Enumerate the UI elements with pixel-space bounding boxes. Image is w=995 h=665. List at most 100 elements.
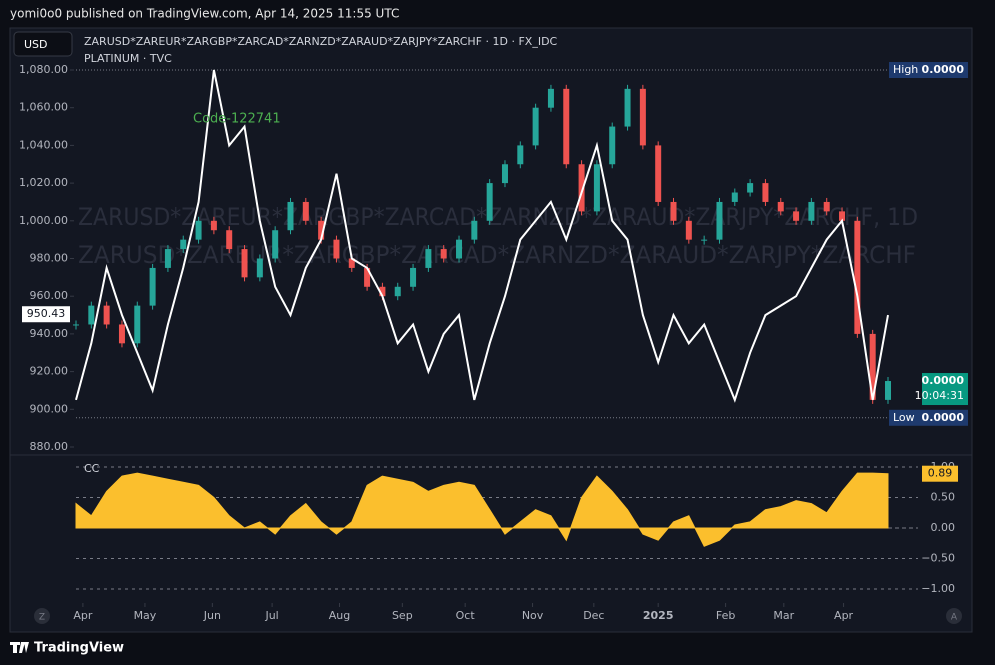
x-tick-label: Sep: [392, 609, 413, 622]
high-name: High: [893, 63, 918, 76]
x-tick-label: Feb: [716, 609, 735, 622]
last-label: 0.0000: [922, 374, 965, 387]
crosshair-badge: [22, 306, 70, 323]
currency-button[interactable]: [13, 31, 73, 57]
x-tick-label: May: [134, 609, 157, 622]
high-label: 0.0000: [922, 63, 965, 76]
candle: [885, 381, 891, 400]
candle: [195, 220, 202, 240]
legend-series: PLATINUM · TVC: [84, 52, 172, 65]
candle: [486, 183, 493, 221]
y-tick-label: 1,040.00: [19, 138, 68, 151]
high-badge: [889, 62, 968, 78]
annotation: Code-122741: [193, 112, 281, 127]
candle: [547, 88, 554, 108]
candle: [777, 201, 784, 212]
x-tick-label: Aug: [329, 609, 350, 622]
candle: [532, 107, 539, 146]
candle: [210, 220, 217, 231]
candle: [793, 211, 800, 221]
a-button[interactable]: [946, 608, 962, 624]
y-tick-label: 0.00: [931, 521, 956, 534]
x-tick-label: Oct: [456, 609, 476, 622]
a-label: A: [951, 613, 958, 623]
candle: [624, 88, 631, 127]
low-label: 0.0000: [922, 411, 965, 424]
y-tick-label: 920.00: [30, 365, 69, 378]
candle: [823, 201, 830, 212]
candle: [670, 201, 677, 221]
candle: [241, 249, 248, 278]
x-tick-label: Mar: [773, 609, 794, 622]
candle: [348, 258, 355, 268]
candle: [118, 324, 125, 344]
cc-area: [75, 472, 889, 547]
candle: [425, 249, 432, 268]
candle: [655, 145, 662, 202]
cc-badge: [922, 465, 958, 482]
candle: [685, 220, 692, 240]
y-tick-label: 900.00: [30, 402, 69, 415]
candle: [609, 126, 616, 165]
candle: [639, 88, 646, 146]
candle: [333, 239, 340, 259]
x-tick-label: Apr: [834, 609, 854, 622]
y-tick-label: 1,060.00: [19, 101, 68, 114]
candle: [149, 267, 156, 306]
y-tick-label: 0.50: [931, 491, 956, 504]
candle: [410, 267, 417, 287]
candle: [287, 201, 294, 231]
candle: [318, 220, 325, 240]
candle: [578, 164, 585, 212]
candle: [471, 220, 478, 240]
candle: [226, 230, 233, 250]
candle: [302, 201, 309, 221]
candle: [747, 183, 754, 193]
price-line: [75, 69, 889, 403]
y-tick-label: −0.50: [921, 552, 955, 565]
candle: [716, 201, 723, 240]
candle: [256, 258, 263, 278]
candle: [839, 211, 846, 221]
candle: [808, 201, 815, 221]
candle: [593, 164, 600, 212]
y-tick-label: 940.00: [30, 327, 69, 340]
candle: [701, 239, 708, 241]
cc-legend: CC: [84, 462, 100, 475]
footer-brand: TradingView: [34, 641, 124, 656]
x-tick-label: Dec: [583, 609, 604, 622]
tv-logo: [10, 642, 29, 653]
candle: [440, 249, 447, 259]
candle: [501, 164, 508, 184]
candle: [731, 192, 738, 202]
x-tick-label: Jun: [203, 609, 221, 622]
currency-label: USD: [24, 38, 48, 51]
z-label: Z: [39, 613, 45, 623]
candle: [869, 333, 876, 400]
candle: [134, 305, 141, 344]
y-tick-label: 1,080.00: [19, 63, 68, 76]
x-tick-label: Jul: [264, 609, 278, 622]
countdown: 10:04:31: [915, 389, 964, 402]
y-tick-label: 1,000.00: [19, 214, 68, 227]
candle: [73, 324, 79, 326]
candle: [164, 249, 171, 268]
candle: [88, 305, 95, 325]
y-tick-label: 880.00: [30, 440, 69, 453]
crosshair-label: 950.43: [27, 307, 66, 320]
z-button[interactable]: [34, 608, 50, 624]
watermark: ZARUSD*ZAREUR*ZARGBP*ZARCAD*ZARNZD*ZARAU…: [78, 241, 916, 269]
candle: [456, 239, 463, 259]
candle: [854, 220, 861, 334]
candle: [364, 267, 371, 287]
y-tick-label: 1,020.00: [19, 176, 68, 189]
x-tick-label: 2025: [643, 609, 674, 622]
candle: [563, 88, 570, 165]
x-tick-label: Apr: [73, 609, 93, 622]
x-tick-label: Nov: [522, 609, 544, 622]
chart-panel: [9, 27, 973, 633]
candle: [394, 286, 401, 297]
publish-header: yomi0o0 published on TradingView.com, Ap…: [10, 7, 399, 21]
candle: [762, 183, 769, 202]
